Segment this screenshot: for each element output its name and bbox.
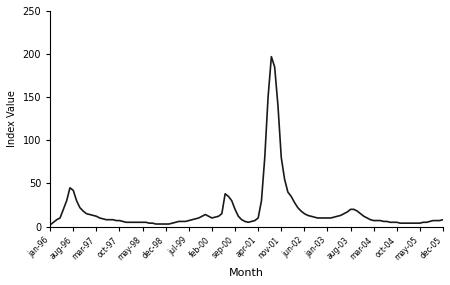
X-axis label: Month: Month (229, 268, 264, 278)
Y-axis label: Index Value: Index Value (7, 90, 17, 147)
